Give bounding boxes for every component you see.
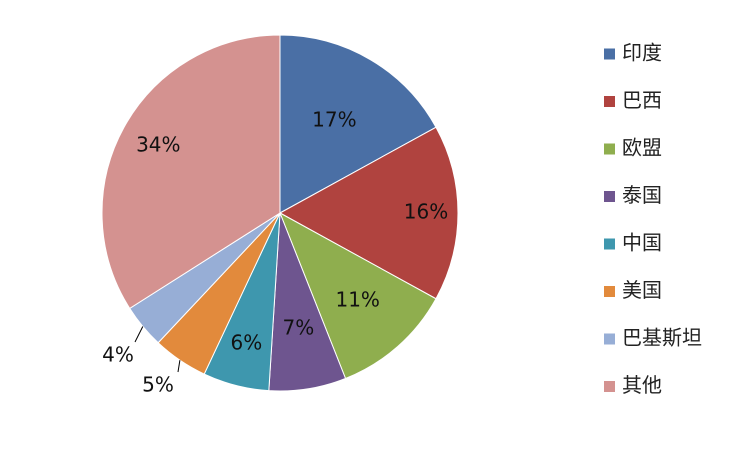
legend-swatch-2 (604, 143, 615, 155)
legend-item-6: 巴基斯坦 (604, 326, 702, 350)
legend-swatch-0 (604, 48, 615, 60)
slice-label-4: 6% (231, 331, 263, 355)
leader-line-5 (177, 360, 181, 373)
legend-item-5: 美国 (604, 278, 662, 302)
leader-lines (134, 326, 181, 373)
slice-label-1: 16% (404, 200, 448, 224)
legend-swatch-4 (604, 238, 615, 250)
pie-slice-7 (101, 34, 281, 310)
legend-swatch-6 (604, 333, 615, 345)
legend-item-1: 巴西 (604, 88, 662, 112)
legend-item-3: 泰国 (604, 183, 662, 207)
legend-label-2: 欧盟 (622, 136, 662, 160)
legend-label-1: 巴西 (622, 88, 662, 112)
legend-swatch-3 (604, 191, 615, 202)
legend-item-0: 印度 (604, 41, 662, 65)
legend-label-4: 中国 (622, 231, 662, 255)
slice-label-5: 5% (142, 373, 174, 397)
legend-swatch-1 (604, 96, 615, 107)
slice-label-3: 7% (283, 316, 315, 340)
legend-item-7: 其他 (604, 373, 662, 397)
legend-label-0: 印度 (622, 41, 662, 65)
slice-label-6: 4% (102, 343, 134, 367)
leader-line-6 (134, 326, 144, 343)
legend-label-7: 其他 (622, 373, 662, 397)
legend-item-4: 中国 (604, 231, 662, 255)
legend-item-2: 欧盟 (604, 136, 662, 160)
legend-swatch-5 (604, 286, 615, 297)
legend-swatch-7 (604, 381, 615, 392)
legend-label-6: 巴基斯坦 (622, 326, 702, 350)
legend-label-3: 泰国 (622, 183, 662, 207)
slice-label-0: 17% (312, 108, 356, 132)
pie-slice-2 (279, 211, 437, 380)
slice-labels: 17% 16% 11% 7% 6% 5% 4% 34% (102, 108, 448, 397)
slice-label-2: 11% (335, 288, 379, 312)
slice-label-7: 34% (136, 133, 180, 157)
pie-slice-0 (279, 34, 437, 214)
legend-label-5: 美国 (622, 278, 662, 302)
pie-slice-1 (278, 126, 459, 300)
